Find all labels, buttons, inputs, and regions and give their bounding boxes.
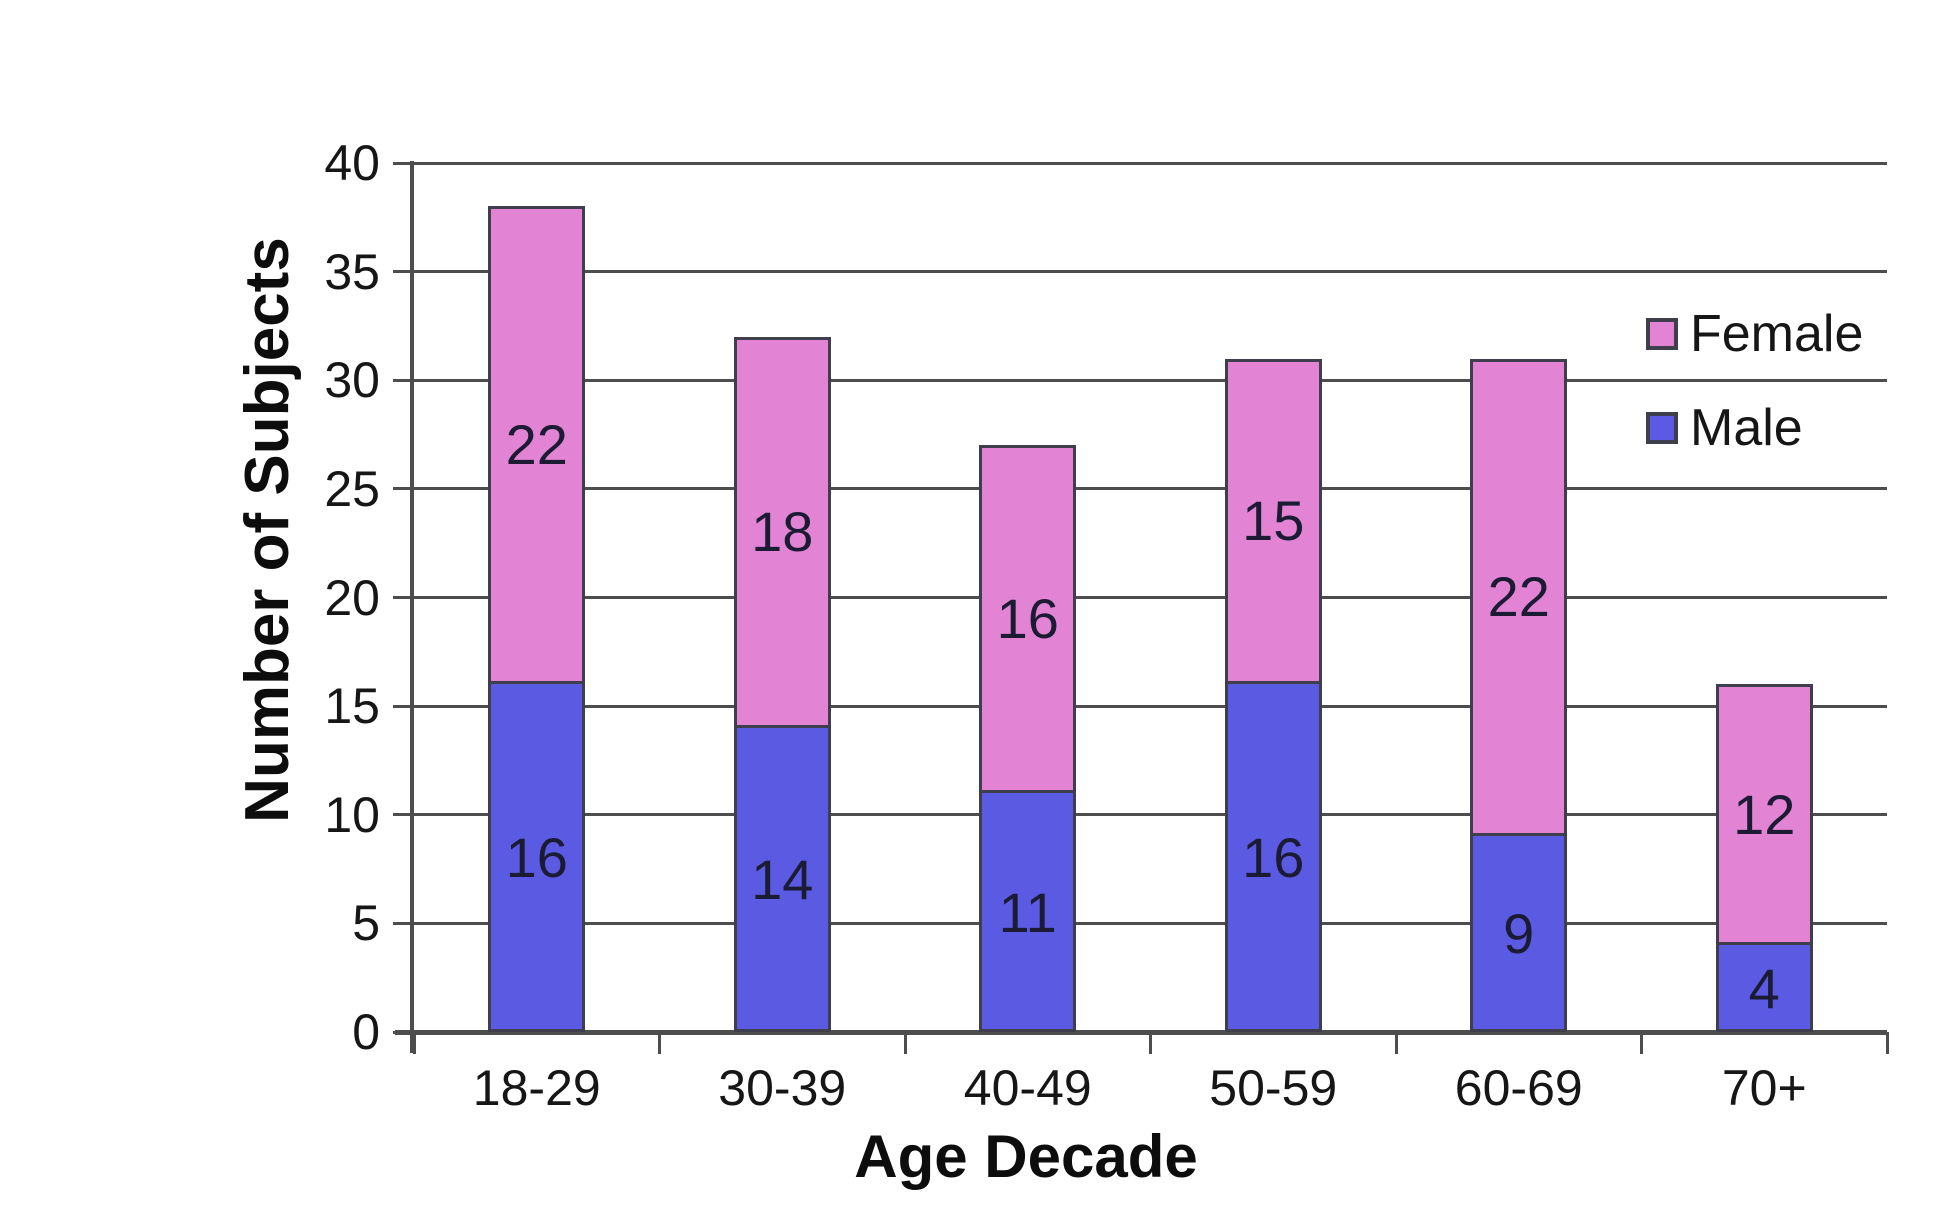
bar-value-label: 9 [1503, 902, 1535, 966]
y-tick-label: 15 [324, 678, 380, 735]
bar-stack: 12 4 [1715, 684, 1813, 1032]
x-tick-label: 40-49 [963, 1060, 1092, 1116]
x-tick [1885, 1032, 1889, 1054]
legend-item-male: Male [1646, 400, 1863, 456]
bar-segment-male [979, 793, 1077, 1032]
x-tick [412, 1032, 416, 1054]
bar-segment-female [733, 336, 831, 728]
legend-label: Male [1690, 399, 1803, 457]
bar-value-label: 11 [998, 880, 1057, 944]
bar-value-label: 14 [751, 847, 814, 911]
bar-value-label: 22 [1487, 565, 1550, 629]
x-tick-label: 60-69 [1454, 1060, 1583, 1116]
bar-stack: 22 9 [1470, 358, 1568, 1032]
bar-segment-female [488, 206, 586, 685]
gridline [412, 487, 1887, 491]
y-tick [393, 270, 414, 274]
x-tick [1394, 1032, 1398, 1054]
bar-segment-male [1715, 945, 1813, 1032]
bar-value-label: 15 [1242, 489, 1305, 553]
x-tick-label: 30-39 [718, 1060, 847, 1116]
bar-segment-female [1470, 358, 1568, 837]
legend-swatch-female-icon [1646, 318, 1678, 350]
y-tick-label: 0 [352, 1004, 380, 1060]
y-tick [393, 921, 414, 925]
bar-segment-male [488, 684, 586, 1032]
bar-stack: 16 11 [979, 445, 1077, 1032]
legend-item-female: Female [1646, 306, 1863, 362]
gridline [412, 704, 1887, 708]
x-tick [1640, 1032, 1643, 1054]
y-tick [393, 487, 414, 491]
bar-stack: 15 16 [1224, 358, 1322, 1032]
y-tick [393, 378, 414, 382]
y-axis-title: Number of Subjects [233, 237, 302, 823]
x-axis-title: Age Decade [854, 1123, 1198, 1190]
bar-segment-male [1224, 684, 1322, 1032]
bar-value-label: 18 [751, 500, 814, 564]
gridline [412, 596, 1887, 599]
y-tick [393, 596, 414, 599]
legend-swatch-male-icon [1646, 412, 1678, 444]
gridline [412, 921, 1887, 925]
bar-segment-female [979, 445, 1077, 794]
gridline [412, 161, 1887, 165]
bar-stack: 18 14 [733, 336, 831, 1032]
bar-value-label: 22 [505, 413, 568, 477]
y-tick-label: 5 [352, 895, 380, 952]
x-tick-label: 50-59 [1209, 1060, 1338, 1116]
bar-segment-female [1224, 358, 1322, 685]
y-tick-label: 35 [324, 243, 380, 300]
x-tick-label: 70+ [1721, 1060, 1807, 1116]
y-tick [393, 161, 414, 165]
gridline [412, 270, 1887, 274]
y-tick-label: 20 [324, 569, 380, 626]
y-tick [393, 704, 414, 708]
x-tick [1149, 1032, 1152, 1054]
y-tick-label: 30 [324, 352, 380, 409]
y-tick-label: 10 [324, 786, 380, 843]
bar-value-label: 4 [1748, 956, 1780, 1020]
gridline [412, 378, 1887, 382]
bar-segment-female [1715, 684, 1813, 946]
bar-value-label: 16 [1242, 826, 1305, 890]
gridline [412, 813, 1887, 817]
bar-value-label: 16 [505, 826, 568, 890]
bar-value-label: 12 [1733, 782, 1796, 846]
x-axis-line [395, 1030, 1887, 1035]
y-tick [393, 813, 414, 817]
y-tick-label: 40 [324, 135, 380, 191]
bar-segment-male [1470, 836, 1568, 1032]
y-tick-label: 25 [324, 460, 380, 517]
y-axis-line [410, 161, 414, 1053]
x-tick [903, 1032, 907, 1054]
legend: Female Male [1646, 306, 1863, 456]
legend-label: Female [1690, 305, 1864, 363]
x-tick-label: 18-29 [472, 1060, 601, 1116]
bar-stack: 22 16 [488, 206, 586, 1032]
bar-value-label: 16 [996, 587, 1059, 651]
bar-segment-male [733, 727, 831, 1032]
x-tick [658, 1032, 661, 1054]
